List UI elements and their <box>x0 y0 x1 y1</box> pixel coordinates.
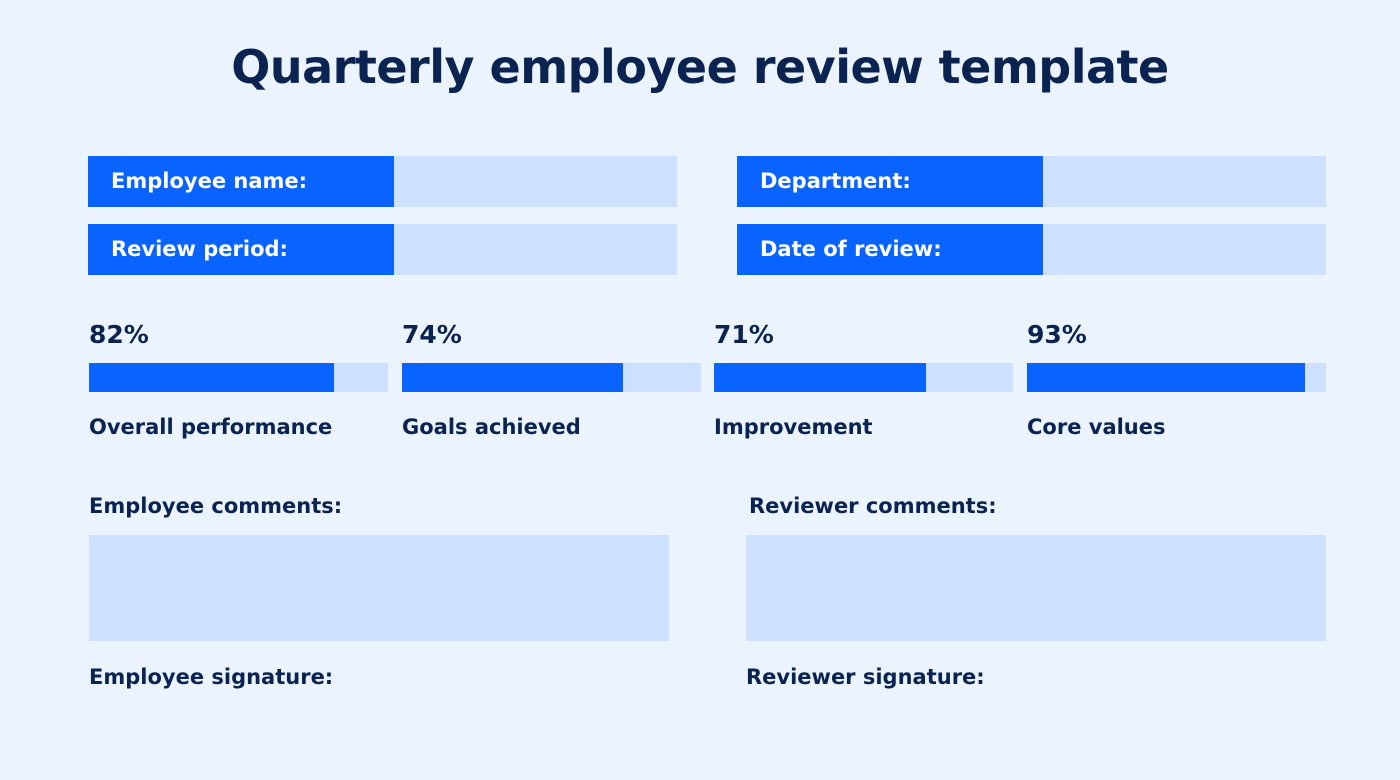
metric-name: Improvement <box>714 415 873 439</box>
title: Quarterly employee review template <box>231 40 1169 94</box>
comment-box[interactable] <box>746 535 1326 641</box>
progress-bar <box>89 363 335 392</box>
progress-bar <box>714 363 927 392</box>
progress-bar <box>1027 363 1306 392</box>
signature-label: Reviewer signature: <box>746 665 985 689</box>
metric-value: 82% <box>89 320 149 349</box>
metric-name: Overall performance <box>89 415 333 439</box>
field-label: Review period: <box>88 224 394 275</box>
comment-box[interactable] <box>89 535 669 641</box>
signature-label: Employee signature: <box>89 665 334 689</box>
progress-track <box>402 363 701 392</box>
metric-name: Core values <box>1027 415 1166 439</box>
field-input[interactable] <box>1043 156 1326 207</box>
comment-label: Employee comments: <box>89 494 343 518</box>
progress-track <box>1027 363 1326 392</box>
field-label: Department: <box>737 156 1043 207</box>
comment-label: Reviewer comments: <box>749 494 997 518</box>
metric-value: 74% <box>402 320 462 349</box>
metric-name: Goals achieved <box>402 415 581 439</box>
field-label: Date of review: <box>737 224 1043 275</box>
progress-track <box>714 363 1013 392</box>
field-label: Employee name: <box>88 156 394 207</box>
metric-value: 71% <box>714 320 774 349</box>
metric-value: 93% <box>1027 320 1087 349</box>
progress-track <box>89 363 388 392</box>
field-input[interactable] <box>394 224 677 275</box>
field-input[interactable] <box>1043 224 1326 275</box>
progress-bar <box>402 363 624 392</box>
field-input[interactable] <box>394 156 677 207</box>
